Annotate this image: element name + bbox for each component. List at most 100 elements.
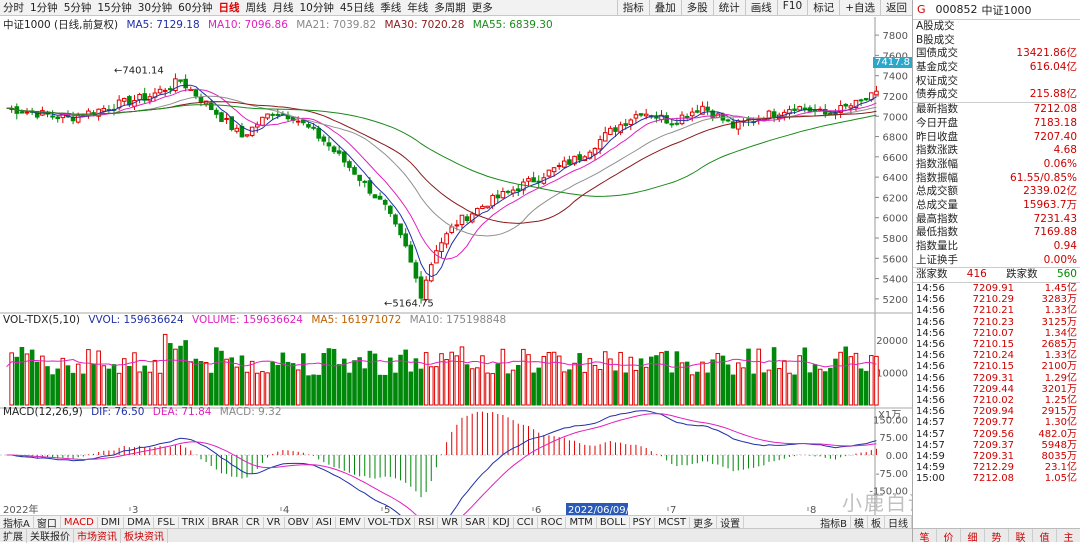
volume-bar	[116, 372, 122, 406]
indicator-tab-11[interactable]: ASI	[313, 516, 336, 528]
volume-bar	[515, 364, 521, 406]
indicator-tab-25[interactable]: 设置	[717, 514, 745, 530]
bottom-tab-3[interactable]: 板块资讯	[121, 528, 168, 543]
volume-bar	[730, 374, 736, 406]
toolbar-button-5[interactable]: F10	[776, 0, 807, 15]
bottom-tab-1[interactable]: 关联报价	[27, 528, 74, 543]
timeframe-12[interactable]: 年线	[407, 2, 429, 14]
indicator-right-3[interactable]: 日线	[885, 514, 912, 530]
candle-body	[423, 279, 429, 300]
indicator-tab-10[interactable]: OBV	[285, 516, 313, 528]
quote-footer-tab-0[interactable]: 笔	[913, 529, 937, 544]
toolbar-button-0[interactable]: 指标	[616, 0, 649, 15]
indicator-tab-1[interactable]: 窗口	[34, 514, 61, 530]
candle-body	[556, 165, 562, 168]
indicator-tab-24[interactable]: 更多	[690, 514, 718, 530]
timeframe-9[interactable]: 10分钟	[299, 2, 334, 14]
stat-label: 总成交额	[916, 185, 958, 198]
toolbar-button-3[interactable]: 统计	[712, 0, 745, 15]
timeframe-4[interactable]: 30分钟	[137, 2, 173, 14]
tick-price: 7210.29	[972, 294, 1014, 306]
candle-body	[459, 214, 465, 226]
indicator-right-2[interactable]: 板	[868, 514, 885, 530]
indicator-tab-15[interactable]: WR	[438, 516, 463, 528]
timeframe-2[interactable]: 5分钟	[63, 2, 92, 14]
timeframe-1[interactable]: 1分钟	[30, 2, 58, 14]
stat-row: 指数涨幅 0.06%	[913, 158, 1080, 172]
timeframe-13[interactable]: 多周期	[434, 2, 466, 14]
tick-time: 14:56	[916, 383, 945, 395]
ma5-legend: MA5: 7129.18	[126, 19, 200, 31]
stat-label: 今日开盘	[916, 116, 958, 129]
tick-time: 14:56	[916, 327, 945, 339]
quote-footer-tab-4[interactable]: 联	[1009, 529, 1033, 544]
timeframe-14[interactable]: 更多	[471, 2, 493, 14]
volume-bar	[464, 364, 470, 406]
toolbar-button-4[interactable]: 画线	[744, 0, 777, 15]
volume-bar	[776, 368, 782, 406]
indicator-tab-9[interactable]: VR	[264, 516, 285, 528]
indicator-tab-22[interactable]: PSY	[630, 516, 656, 528]
indicator-tab-12[interactable]: EMV	[336, 516, 365, 528]
indicator-tab-4[interactable]: DMA	[124, 516, 155, 528]
ma55-legend: MA55: 6839.30	[472, 19, 553, 31]
vol-tick-label: 10000	[876, 369, 908, 380]
timeframe-0[interactable]: 分时	[3, 2, 24, 14]
quote-footer-tab-2[interactable]: 细	[961, 529, 985, 544]
quote-footer-tab-6[interactable]: 主	[1057, 529, 1080, 544]
chart-area[interactable]: 7800 7600 7400 7200 7000 6800 6600 6400 6200 6000…	[0, 17, 912, 544]
indicator-tab-16[interactable]: SAR	[462, 516, 490, 528]
tick-price: 7209.77	[972, 417, 1014, 429]
volume-bar	[838, 351, 843, 406]
indicator-tab-14[interactable]: RSI	[415, 516, 439, 528]
tick-list[interactable]: 14:56 7209.91 1.45亿 14:56 7210.29 3283万 14:56 7…	[913, 283, 1080, 484]
quote-footer-tab-1[interactable]: 价	[937, 529, 961, 544]
indicator-right-1[interactable]: 模	[851, 514, 868, 530]
quote-footer-tab-3[interactable]: 势	[985, 529, 1009, 544]
bottom-tab-0[interactable]: 扩展	[0, 528, 27, 543]
candle-body	[602, 132, 608, 142]
indicator-tab-17[interactable]: KDJ	[489, 516, 514, 528]
indicator-tab-21[interactable]: BOLL	[597, 516, 630, 528]
indicator-right-0[interactable]: 指标B	[817, 514, 851, 530]
timeframe-10[interactable]: 45日线	[339, 2, 375, 14]
candle-body	[439, 242, 444, 252]
tick-time: 14:56	[916, 361, 945, 373]
turnover-row: 国债成交 13421.86亿	[913, 47, 1080, 61]
volume-bar	[382, 374, 388, 406]
toolbar-button-2[interactable]: 多股	[680, 0, 713, 15]
indicator-tab-18[interactable]: CCI	[514, 516, 538, 528]
volume-bar	[536, 367, 542, 406]
volume-bar	[439, 353, 444, 406]
indicator-tab-2[interactable]: MACD	[61, 516, 98, 528]
indicator-tab-19[interactable]: ROC	[538, 516, 567, 528]
timeframe-3[interactable]: 15分钟	[97, 2, 132, 14]
toolbar-button-6[interactable]: 标记	[807, 0, 839, 15]
bottom-tab-2[interactable]: 市场资讯	[74, 528, 121, 543]
indicator-tab-13[interactable]: VOL-TDX	[365, 516, 416, 528]
indicator-tab-20[interactable]: MTM	[566, 516, 597, 528]
toolbar-button-7[interactable]: +自选	[839, 0, 880, 15]
stat-value: 15963.7万	[1023, 198, 1077, 211]
indicator-tab-6[interactable]: TRIX	[179, 516, 209, 528]
candle-body	[34, 110, 40, 118]
candle-body	[526, 178, 531, 182]
volume-bar	[65, 365, 71, 406]
volume-bar	[60, 357, 66, 406]
indicator-tab-0[interactable]: 指标A	[0, 514, 34, 530]
timeframe-7[interactable]: 周线	[245, 2, 267, 14]
quote-footer-tab-5[interactable]: 值	[1033, 529, 1057, 544]
timeframe-6[interactable]: 日线	[218, 2, 240, 14]
kline-chart[interactable]: 7800 7600 7400 7200 7000 6800 6600 6400 6200 6000…	[0, 17, 912, 544]
tick-time: 14:56	[916, 406, 945, 418]
toolbar-button-1[interactable]: 叠加	[648, 0, 681, 15]
indicator-tab-3[interactable]: DMI	[98, 516, 125, 528]
timeframe-5[interactable]: 60分钟	[178, 2, 213, 14]
timeframe-11[interactable]: 季线	[380, 2, 402, 14]
indicator-tab-5[interactable]: FSL	[154, 516, 179, 528]
indicator-tab-8[interactable]: CR	[243, 516, 264, 528]
indicator-tab-23[interactable]: MCST	[655, 516, 691, 528]
toolbar-button-8[interactable]: 返回	[880, 0, 912, 15]
timeframe-8[interactable]: 月线	[272, 2, 294, 14]
indicator-tab-7[interactable]: BRAR	[209, 516, 243, 528]
